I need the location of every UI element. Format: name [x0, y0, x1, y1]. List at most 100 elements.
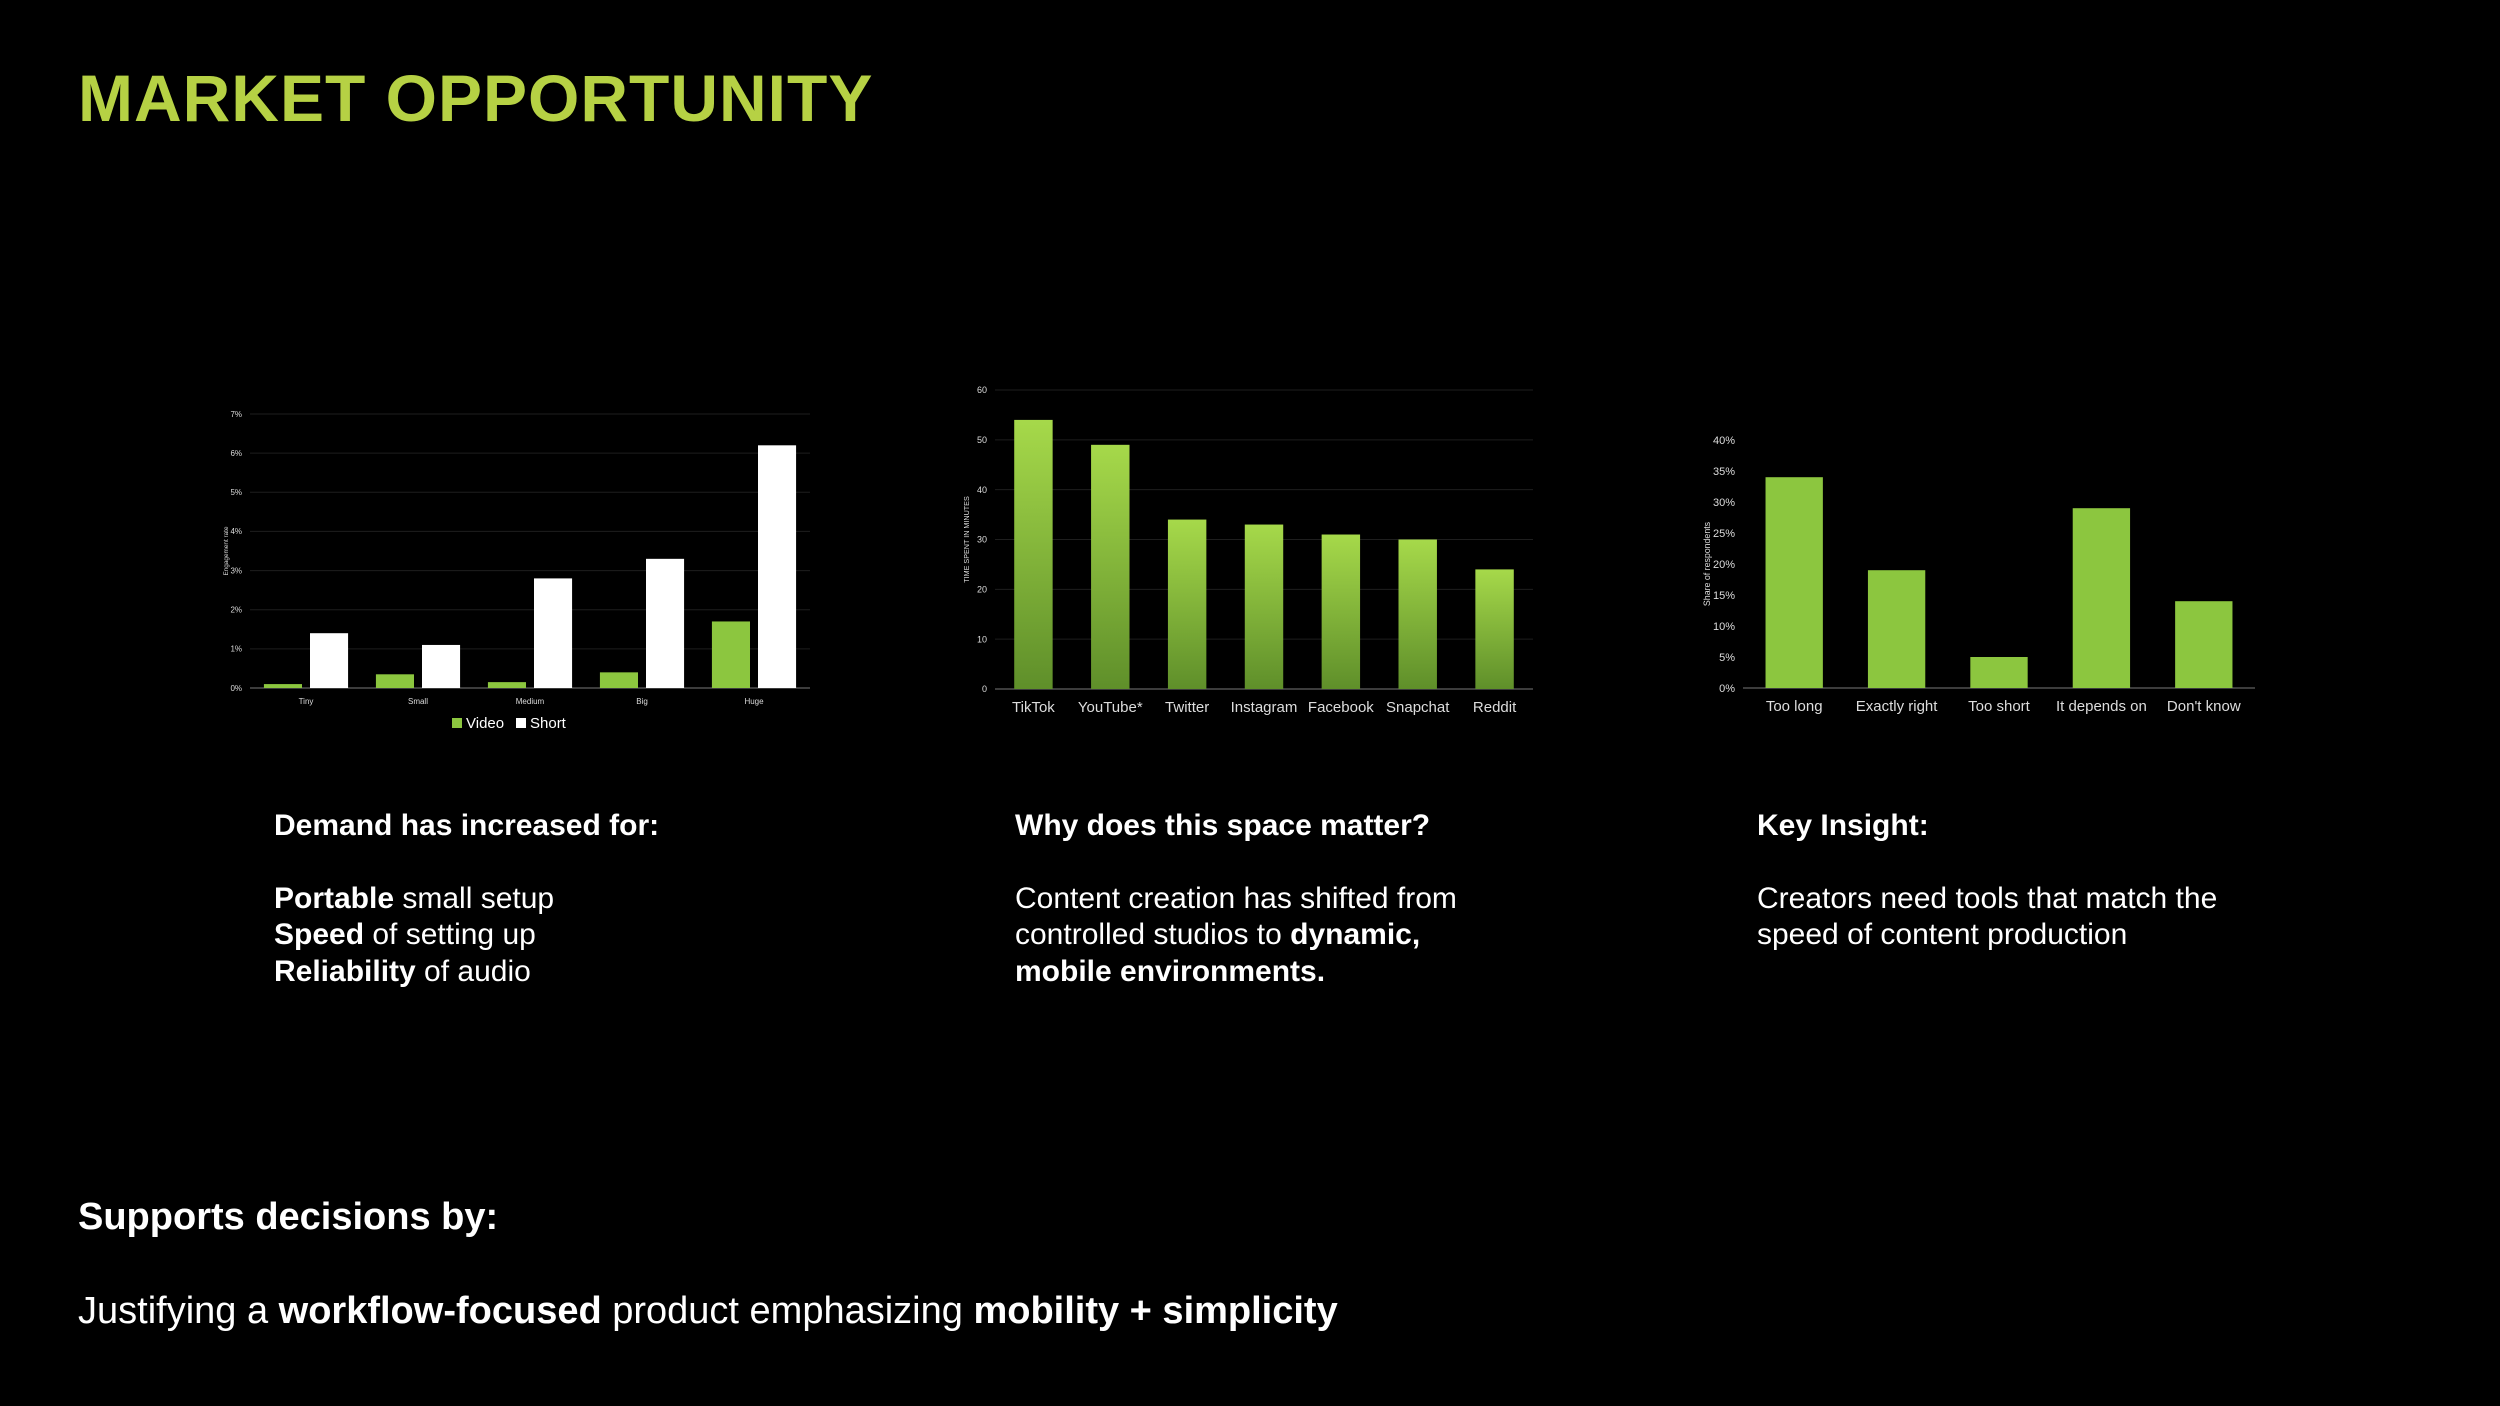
bar-video: [599, 672, 638, 688]
key-insight-line-2: speed of content production: [1757, 918, 2128, 951]
x-tick-label: Big: [636, 697, 648, 706]
y-tick-label: 40: [977, 485, 987, 495]
y-tick-label: 0%: [230, 684, 242, 693]
x-tick-label: Medium: [516, 697, 545, 706]
bar-video: [487, 682, 526, 688]
respondents-chart: 0% 5% 10% 15% 20% 25% 30% 35% 40% Share of respon…: [1695, 425, 2285, 730]
y-tick-label: 15%: [1713, 590, 1735, 602]
x-tick-label: Tiny: [299, 697, 314, 706]
x-tick-label: YouTube*: [1078, 699, 1143, 716]
dynamic-bold: dynamic,: [1290, 918, 1421, 951]
bar: [1475, 569, 1514, 689]
key-insight-column: Key Insight: Creators need tools that ma…: [1757, 808, 2317, 954]
x-tick-label: Facebook: [1308, 699, 1374, 716]
y-tick-label: 2%: [230, 606, 242, 615]
y-tick-label: 20%: [1713, 559, 1735, 571]
speed-text: of setting up: [364, 918, 536, 951]
y-tick-label: 5%: [1719, 652, 1735, 664]
justification-line: Justifying a workflow-focused product em…: [78, 1290, 1338, 1333]
x-tick-label: It depends on: [2056, 698, 2147, 715]
y-tick-label: 20: [977, 584, 987, 594]
space-matter-line-3: mobile environments.: [1015, 954, 1575, 991]
bar-video: [263, 684, 302, 688]
key-insight-line-1: Creators need tools that match the: [1757, 881, 2218, 915]
bar: [2072, 508, 2131, 688]
y-tick-label: 60: [977, 385, 987, 395]
space-matter-line-2: controlled studios to dynamic,: [1015, 917, 1575, 954]
demand-column: Demand has increased for: Portable small…: [274, 808, 834, 990]
y-tick-label: 1%: [230, 645, 242, 654]
bar: [1014, 419, 1053, 689]
y-tick-label: 25%: [1713, 528, 1735, 540]
bar-short: [646, 558, 685, 688]
portable-text: small setup: [394, 881, 555, 915]
reliability-text: of audio: [415, 954, 531, 988]
engagement-chart: 0% 1% 2% 3% 4% 5% 6% 7% Engagement rate Tiny Small…: [220, 400, 810, 740]
space-matter-column: Why does this space matter? Content crea…: [1015, 808, 1575, 990]
y-axis-label: Share of respondents: [1702, 521, 1712, 606]
x-tick-label: Don't know: [2167, 698, 2241, 715]
legend-swatch: [516, 718, 526, 728]
mobility-bold: mobility + simplicity: [973, 1290, 1338, 1332]
bar-short: [758, 445, 797, 688]
workflow-bold: workflow-focused: [278, 1290, 602, 1332]
y-tick-label: 5%: [230, 488, 242, 497]
speed-bold: Speed: [274, 918, 365, 951]
legend-swatch: [452, 718, 462, 728]
mobile-bold: mobile environments.: [1015, 954, 1326, 988]
y-tick-label: 50: [977, 435, 987, 445]
bar: [1765, 477, 1823, 688]
legend-label: Short: [530, 715, 567, 732]
x-tick-label: Exactly right: [1856, 698, 1939, 715]
y-tick-label: 30: [977, 535, 987, 545]
justification-text-2: product emphasizing: [601, 1290, 974, 1332]
bar-short: [310, 633, 349, 688]
time-spent-chart: 0 10 20 30 40 50 60 TIME SPENT IN MINUTES TikTok…: [955, 378, 1555, 730]
legend-label: Video: [466, 715, 504, 732]
x-tick-label: Huge: [744, 697, 764, 706]
bar: [1167, 519, 1207, 689]
x-tick-label: Reddit: [1473, 699, 1517, 716]
bar: [1244, 524, 1284, 689]
y-axis-label: TIME SPENT IN MINUTES: [962, 496, 971, 583]
bar-short: [534, 578, 573, 688]
y-tick-label: 0%: [1719, 683, 1735, 695]
x-tick-label: Small: [408, 697, 428, 706]
page-title: MARKET OPPORTUNITY: [78, 61, 874, 135]
bar: [1867, 570, 1926, 688]
x-tick-label: Twitter: [1165, 699, 1209, 716]
demand-item-reliability: Reliability of audio: [274, 954, 834, 991]
bar: [1970, 657, 2028, 688]
justification-text-1: Justifying a: [78, 1290, 279, 1332]
x-tick-label: Too long: [1766, 698, 1823, 715]
y-tick-label: 6%: [230, 449, 242, 458]
bar: [2175, 601, 2233, 688]
bar: [1321, 534, 1361, 689]
space-matter-text: controlled studios to: [1015, 918, 1291, 951]
demand-item-portable: Portable small setup: [274, 881, 834, 918]
x-tick-label: Snapchat: [1386, 699, 1450, 716]
supports-heading: Supports decisions by:: [78, 1196, 499, 1238]
bar-short: [422, 644, 461, 688]
bar-video: [711, 621, 750, 688]
demand-heading: Demand has increased for:: [274, 809, 660, 842]
reliability-bold: Reliability: [274, 954, 416, 988]
y-axis-label: Engagement rate: [223, 526, 230, 575]
space-matter-heading: Why does this space matter?: [1015, 809, 1431, 842]
bar-video: [375, 674, 414, 688]
demand-item-speed: Speed of setting up: [274, 917, 834, 954]
y-tick-label: 10%: [1713, 621, 1735, 633]
space-matter-line-1: Content creation has shifted from: [1015, 881, 1457, 915]
y-tick-label: 40%: [1713, 435, 1735, 447]
y-tick-label: 0: [982, 684, 987, 694]
key-insight-heading: Key Insight:: [1757, 809, 1929, 842]
x-tick-label: Instagram: [1231, 699, 1298, 716]
y-tick-label: 30%: [1713, 497, 1735, 509]
x-tick-label: TikTok: [1012, 699, 1055, 716]
y-tick-label: 10: [977, 634, 987, 644]
x-tick-label: Too short: [1968, 698, 2031, 715]
y-tick-label: 3%: [230, 566, 242, 575]
y-tick-label: 7%: [230, 410, 242, 419]
portable-bold: Portable: [274, 881, 395, 915]
bar: [1398, 539, 1437, 689]
